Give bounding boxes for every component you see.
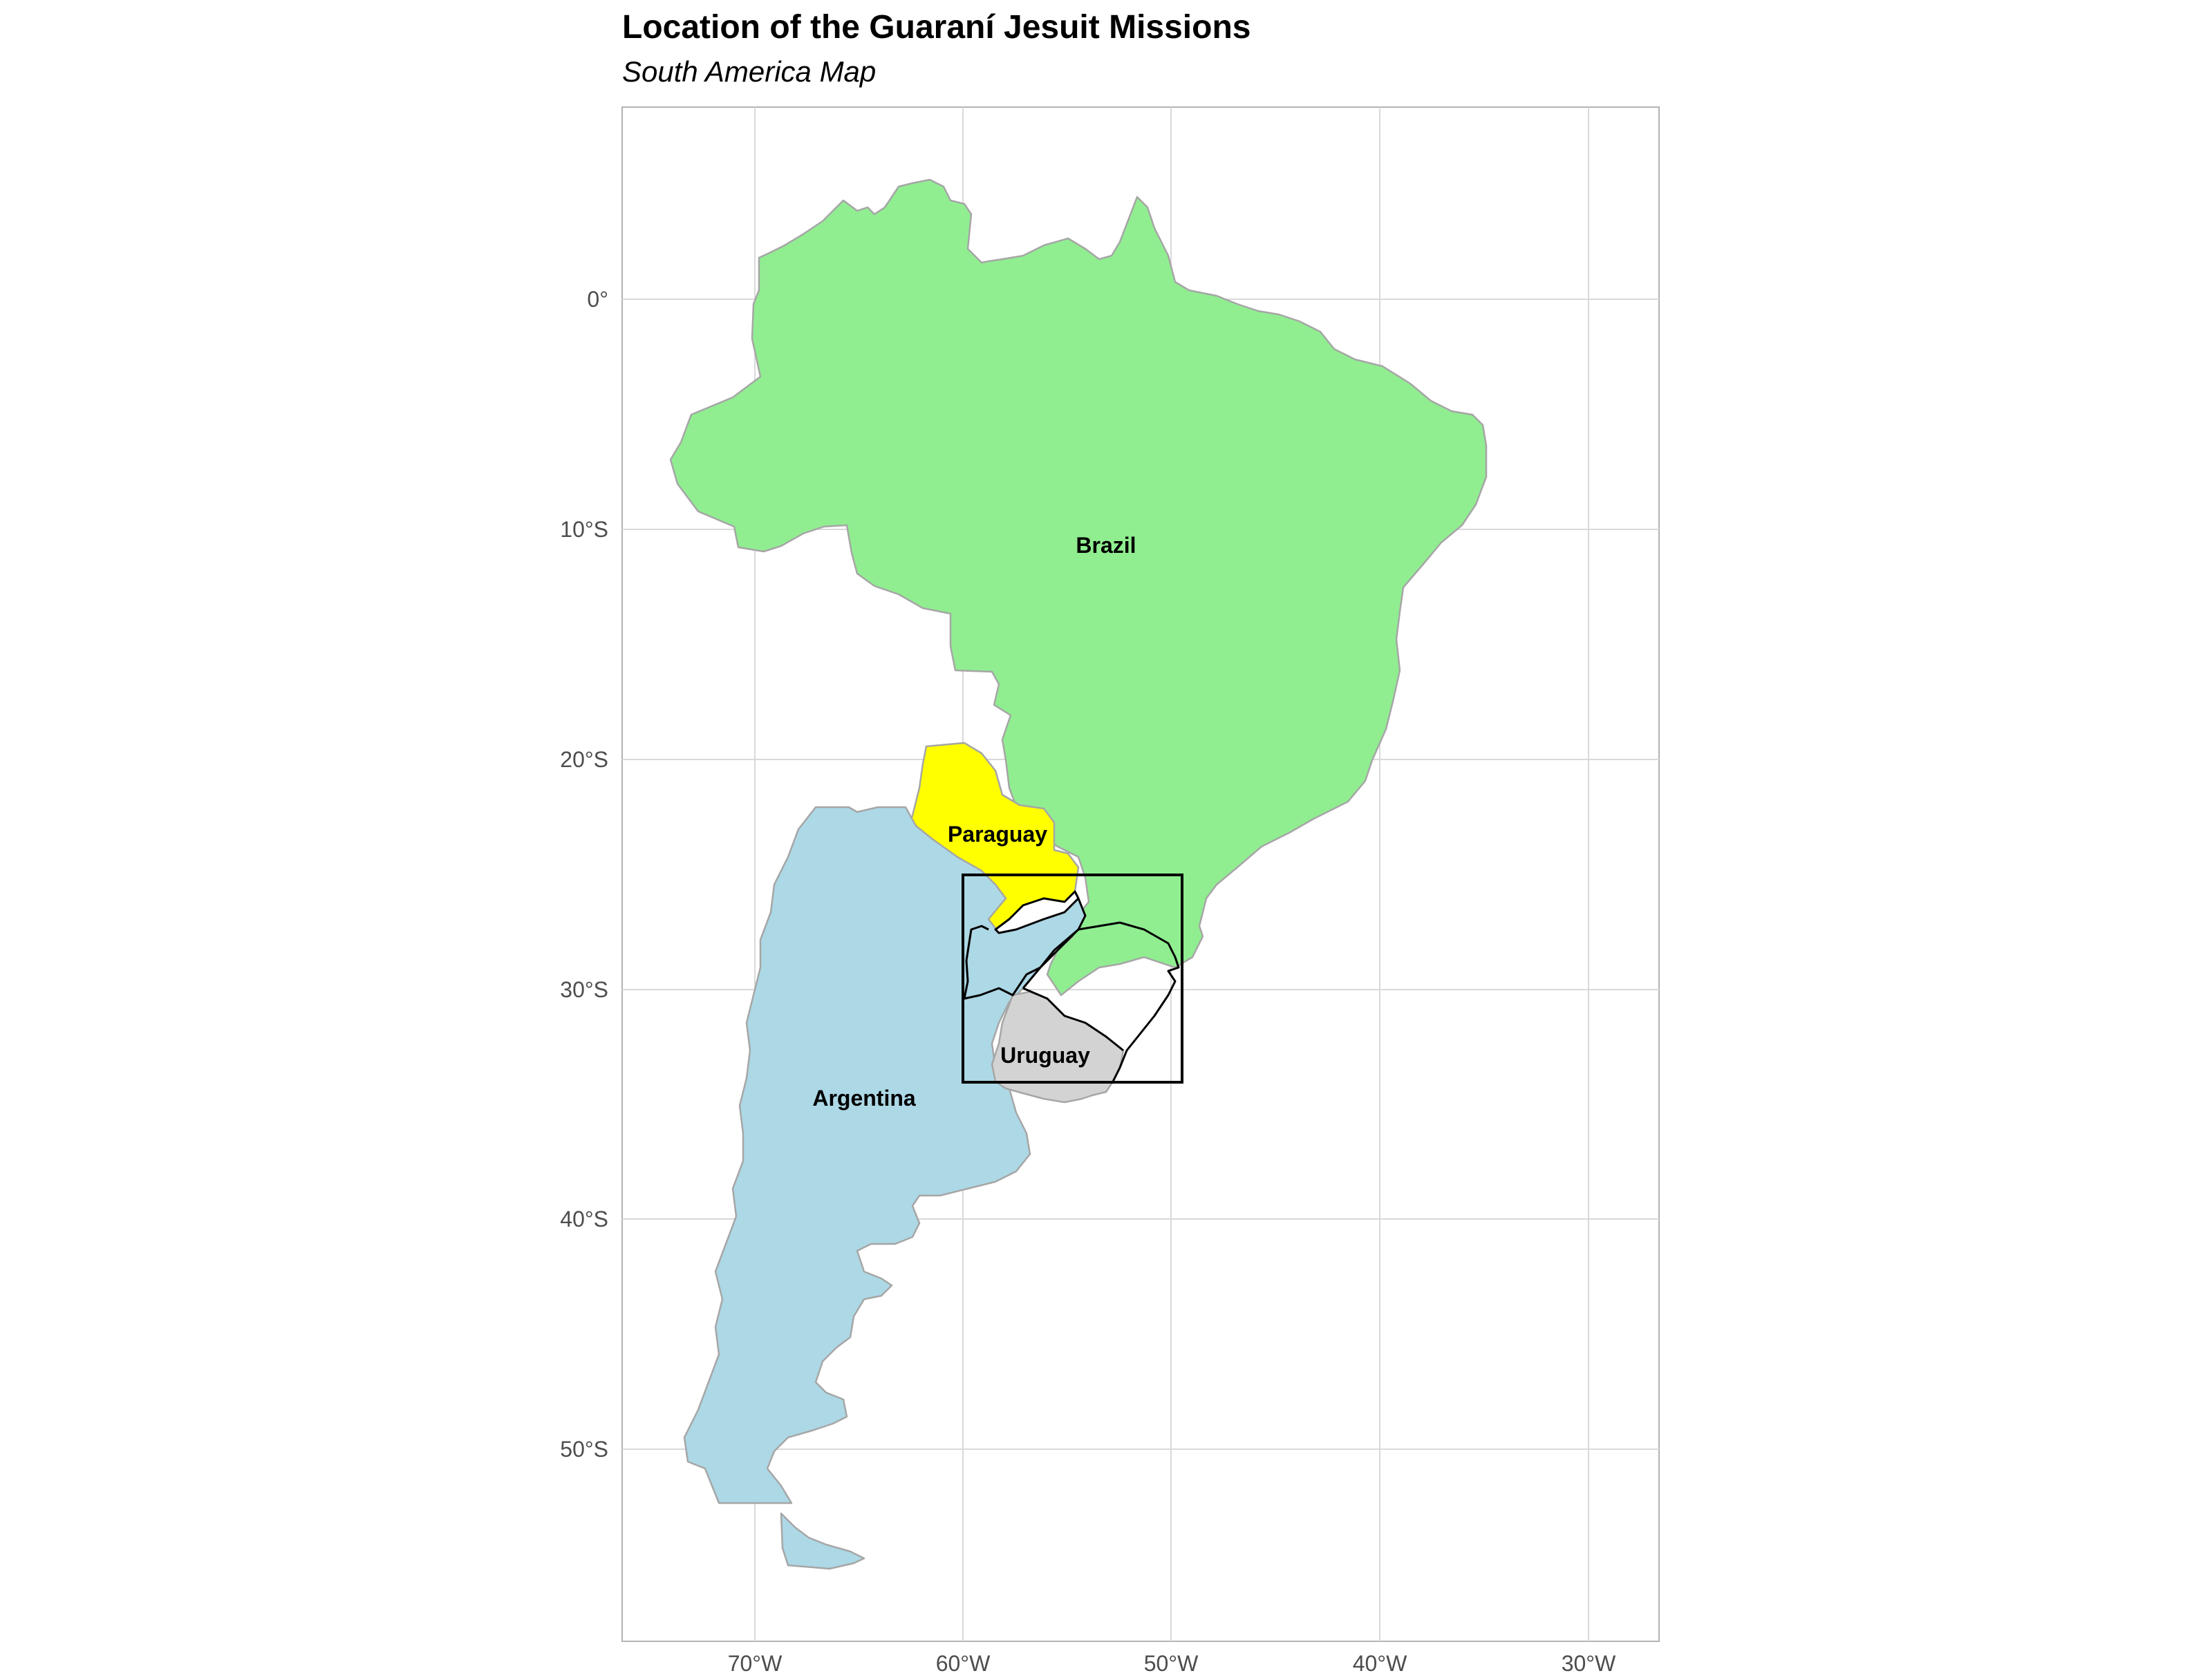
label-brazil: Brazil xyxy=(1076,533,1136,558)
x-tick-label: 60°W xyxy=(936,1651,991,1676)
missions-inset-box xyxy=(962,874,1183,1084)
map-subtitle: South America Map xyxy=(622,55,877,88)
y-tick-label: 10°S xyxy=(560,517,608,542)
outline-uruguay-north xyxy=(1022,987,1124,1052)
country-brazil xyxy=(669,178,1488,997)
label-uruguay: Uruguay xyxy=(1000,1043,1090,1068)
outline-misiones-corrientes xyxy=(963,891,1087,1000)
y-tick-label: 0° xyxy=(587,287,608,312)
y-tick-label: 50°S xyxy=(560,1437,608,1462)
mission-region-outline xyxy=(963,890,1180,1082)
x-tick-label: 40°W xyxy=(1353,1651,1407,1676)
label-paraguay: Paraguay xyxy=(948,822,1047,847)
country-labels: Brazil Paraguay Argentina Uruguay xyxy=(812,533,1136,1111)
x-tick-label: 30°W xyxy=(1562,1651,1616,1676)
x-axis: 70°W 60°W 50°W 40°W 30°W xyxy=(728,1651,1616,1676)
label-argentina: Argentina xyxy=(812,1086,916,1111)
x-tick-label: 50°W xyxy=(1144,1651,1199,1676)
outline-rio-grande-do-sul xyxy=(1022,921,1180,1082)
y-tick-label: 30°S xyxy=(560,977,608,1002)
y-axis: 0° 10°S 20°S 30°S 40°S 50°S xyxy=(560,287,608,1462)
countries-layer xyxy=(669,178,1488,1570)
map-title: Location of the Guaraní Jesuit Missions xyxy=(622,9,1251,46)
y-tick-label: 40°S xyxy=(560,1207,608,1231)
country-argentina-tierra-del-fuego xyxy=(780,1512,865,1570)
x-tick-label: 70°W xyxy=(728,1651,783,1676)
y-tick-label: 20°S xyxy=(560,747,608,772)
